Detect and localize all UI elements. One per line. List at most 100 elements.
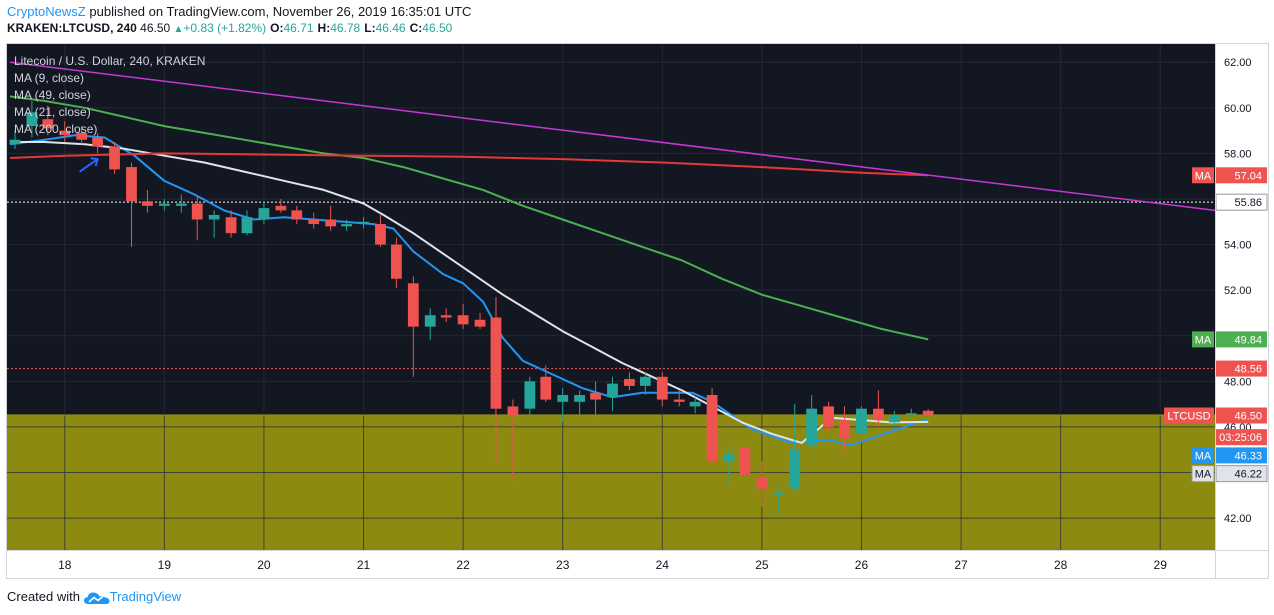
candle-body — [325, 219, 337, 227]
candle-body — [839, 420, 850, 439]
publish-info: CryptoNewsZ published on TradingView.com… — [7, 4, 471, 19]
candle-body — [756, 477, 768, 489]
candle — [42, 105, 54, 136]
candle — [574, 390, 586, 416]
created-with-text: Created with — [7, 589, 80, 604]
candle — [673, 390, 685, 407]
candle-body — [773, 493, 785, 496]
candle-body — [225, 217, 237, 234]
tradingview-link[interactable]: TradingView — [109, 589, 182, 604]
candle — [59, 121, 71, 143]
candle — [191, 196, 203, 241]
price-label-tag — [1192, 167, 1214, 184]
price-label-box — [1216, 429, 1267, 446]
price-label-name: MA — [1195, 334, 1212, 346]
x-tick-label: 22 — [456, 558, 470, 572]
candle-body — [158, 203, 170, 206]
candle-body — [905, 413, 917, 415]
candle-body — [823, 406, 834, 427]
legend-item: MA (49, close) — [14, 88, 91, 102]
price-label-value: 46.50 — [1234, 411, 1262, 423]
candle — [607, 376, 618, 411]
price-label-name: MA — [1195, 469, 1212, 481]
price-label-box — [1216, 407, 1267, 424]
open-label: O: — [270, 21, 284, 35]
price-label: 49.84 MA — [1192, 331, 1267, 348]
price-label-value: 57.04 — [1234, 170, 1262, 182]
candle — [474, 312, 486, 329]
candle-body — [191, 203, 203, 220]
price-label-tag — [1192, 447, 1214, 464]
x-tick-label: 28 — [1054, 558, 1068, 572]
candle-body — [59, 130, 71, 136]
candle-body — [639, 376, 651, 386]
price-label-name: LTCUSD — [1167, 411, 1210, 423]
candle — [490, 297, 502, 464]
candle — [440, 308, 452, 323]
candle-body — [590, 392, 601, 400]
candle-body — [275, 205, 287, 211]
low-label: L: — [364, 21, 376, 35]
price-label-value: 49.84 — [1234, 334, 1262, 346]
candle — [291, 205, 303, 225]
price-label: 46.50 LTCUSD — [1164, 407, 1267, 424]
publish-text: published on TradingView.com, November 2… — [89, 4, 472, 19]
series-line — [9, 61, 1216, 212]
price-label: 46.33 MA — [1192, 447, 1267, 464]
x-tick-label: 18 — [58, 558, 72, 572]
candle — [823, 401, 834, 432]
candle — [773, 486, 785, 514]
last-price: 46.50 — [140, 21, 171, 35]
arrow-head — [90, 157, 99, 167]
candle-body — [92, 137, 104, 147]
time-axis[interactable] — [7, 550, 1268, 578]
chart-frame — [6, 43, 1269, 579]
candle-body — [390, 244, 402, 279]
candle-body — [375, 224, 386, 245]
candle — [624, 372, 635, 391]
symbol-label: KRAKEN:LTCUSD, 240 — [7, 21, 137, 35]
y-tick-label: 54.00 — [1224, 240, 1252, 252]
price-label: 46.22 MA — [1191, 465, 1268, 483]
candle — [109, 142, 120, 174]
price-label-box — [1216, 360, 1267, 377]
candle — [723, 445, 735, 484]
tradingview-cloud-icon — [83, 592, 110, 604]
candle-body — [474, 319, 486, 327]
candle-body — [806, 408, 818, 446]
candle — [390, 237, 402, 288]
author-link[interactable]: CryptoNewsZ — [7, 4, 86, 19]
x-tick-label: 26 — [855, 558, 869, 572]
series-line — [9, 95, 929, 341]
candle-body — [723, 454, 735, 462]
low-value: 46.46 — [375, 21, 406, 35]
close-label: C: — [409, 21, 423, 35]
price-label-name: MA — [1195, 450, 1212, 462]
price-label-value: 55.86 — [1234, 197, 1262, 209]
candle-body — [607, 383, 618, 398]
price-label: 48.56 — [1216, 360, 1267, 377]
candle-body — [308, 219, 320, 225]
candle — [258, 201, 270, 225]
candle-body — [440, 315, 452, 318]
candle-body — [457, 315, 469, 325]
price-label: 03:25:06 — [1216, 429, 1267, 446]
candle-body — [76, 132, 88, 140]
candle-body — [109, 146, 120, 170]
x-tick-label: 24 — [656, 558, 670, 572]
price-label-box — [1216, 447, 1267, 464]
candle-body — [291, 210, 303, 220]
candle — [175, 194, 187, 213]
candle-body — [341, 224, 352, 227]
open-value: 46.71 — [283, 21, 314, 35]
candle-body — [673, 399, 685, 402]
series-line — [10, 141, 929, 444]
candle — [922, 409, 934, 417]
candle — [888, 410, 900, 427]
candle — [756, 461, 768, 507]
candle-body — [490, 317, 502, 409]
price-label-value: 03:25:06 — [1219, 432, 1262, 444]
candle-body — [175, 203, 187, 206]
candle — [905, 408, 917, 421]
